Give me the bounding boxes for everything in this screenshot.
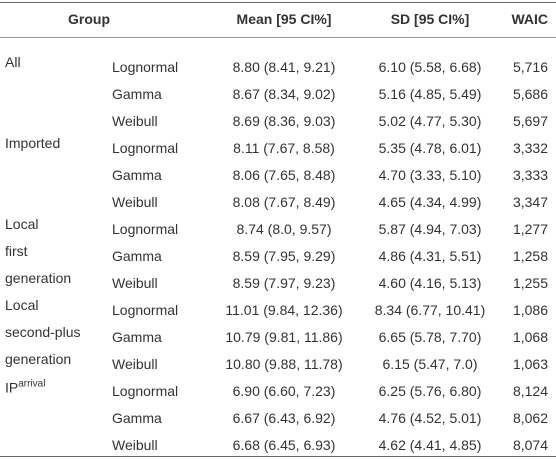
mean-cell: 8.06 (7.65, 8.48) [232, 167, 336, 183]
top-rule [0, 2, 556, 3]
sd-cell: 4.62 (4.41, 4.85) [378, 437, 482, 453]
model-cell: Gamma [112, 410, 162, 426]
waic-cell: 3,332 [512, 140, 548, 156]
mean-cell: 6.68 (6.45, 6.93) [232, 437, 336, 453]
group-label: Local [5, 216, 39, 232]
sd-cell: 4.86 (4.31, 5.51) [378, 248, 482, 264]
group-label: Local [5, 297, 39, 313]
model-cell: Gamma [112, 329, 162, 345]
mean-cell: 11.01 (9.84, 12.36) [225, 302, 343, 318]
model-cell: Gamma [112, 167, 162, 183]
group-label: All [5, 54, 21, 70]
mean-cell: 8.59 (7.97, 9.23) [232, 275, 336, 291]
mean-cell: 10.80 (9.88, 11.78) [225, 356, 343, 372]
model-cell: Weibull [112, 437, 158, 453]
model-cell: Weibull [112, 275, 158, 291]
sd-cell: 4.65 (4.34, 4.99) [378, 194, 482, 210]
model-cell: Lognormal [112, 140, 179, 156]
model-cell: Lognormal [112, 383, 179, 399]
mean-cell: 6.90 (6.60, 7.23) [232, 383, 336, 399]
header-cell: WAIC [511, 11, 548, 27]
model-cell: Lognormal [112, 221, 179, 237]
sd-cell: 6.65 (5.78, 7.70) [378, 329, 482, 345]
sd-cell: 6.15 (5.47, 7.0) [382, 356, 478, 372]
sd-cell: 4.76 (4.52, 5.01) [378, 410, 482, 426]
group-label: second-plus [5, 324, 81, 340]
sd-cell: 6.10 (5.58, 6.68) [378, 59, 482, 75]
group-label: generation [5, 351, 72, 367]
bottom-rule [0, 456, 556, 457]
group-label: IParrival [5, 378, 46, 396]
model-cell: Weibull [112, 194, 158, 210]
sd-cell: 5.02 (4.77, 5.30) [378, 113, 482, 129]
sd-cell: 4.60 (4.16, 5.13) [378, 275, 482, 291]
model-cell: Lognormal [112, 59, 179, 75]
mean-cell: 8.08 (7.67, 8.49) [232, 194, 336, 210]
header-cell: Mean [95 CI%] [236, 11, 332, 27]
waic-cell: 1,277 [512, 221, 548, 237]
group-label: Imported [5, 135, 61, 151]
waic-cell: 8,124 [512, 383, 548, 399]
sd-cell: 6.25 (5.76, 6.80) [378, 383, 482, 399]
sd-cell: 4.70 (3.33, 5.10) [378, 167, 482, 183]
waic-cell: 3,333 [512, 167, 548, 183]
waic-cell: 1,255 [512, 275, 548, 291]
mean-cell: 10.79 (9.81, 11.86) [225, 329, 343, 345]
mean-cell: 8.59 (7.95, 9.29) [232, 248, 336, 264]
mean-cell: 8.67 (8.34, 9.02) [232, 86, 336, 102]
mean-cell: 6.67 (6.43, 6.92) [232, 410, 336, 426]
sd-cell: 5.87 (4.94, 7.03) [378, 221, 482, 237]
mean-cell: 8.74 (8.0, 9.57) [236, 221, 332, 237]
waic-cell: 5,686 [512, 86, 548, 102]
waic-cell: 1,258 [512, 248, 548, 264]
header-rule [0, 37, 556, 38]
sd-cell: 5.35 (4.78, 6.01) [378, 140, 482, 156]
header-cell: Group [68, 11, 110, 27]
model-cell: Gamma [112, 86, 162, 102]
model-cell: Gamma [112, 248, 162, 264]
header-cell: SD [95 CI%] [390, 11, 470, 27]
waic-cell: 8,062 [512, 410, 548, 426]
mean-cell: 8.80 (8.41, 9.21) [232, 59, 336, 75]
group-label-sup: arrival [18, 378, 46, 390]
group-label: first [5, 243, 28, 259]
waic-cell: 3,347 [512, 194, 548, 210]
waic-cell: 1,068 [512, 329, 548, 345]
mean-cell: 8.69 (8.36, 9.03) [232, 113, 336, 129]
waic-cell: 1,086 [512, 302, 548, 318]
sd-cell: 8.34 (6.77, 10.41) [374, 302, 486, 318]
model-cell: Weibull [112, 356, 158, 372]
mean-cell: 8.11 (7.67, 8.58) [233, 140, 335, 156]
waic-cell: 5,716 [512, 59, 548, 75]
waic-cell: 8,074 [512, 437, 548, 453]
sd-cell: 5.16 (4.85, 5.49) [378, 86, 482, 102]
model-cell: Weibull [112, 113, 158, 129]
waic-cell: 1,063 [512, 356, 548, 372]
group-label: generation [5, 270, 72, 286]
model-cell: Lognormal [112, 302, 179, 318]
waic-cell: 5,697 [512, 113, 548, 129]
